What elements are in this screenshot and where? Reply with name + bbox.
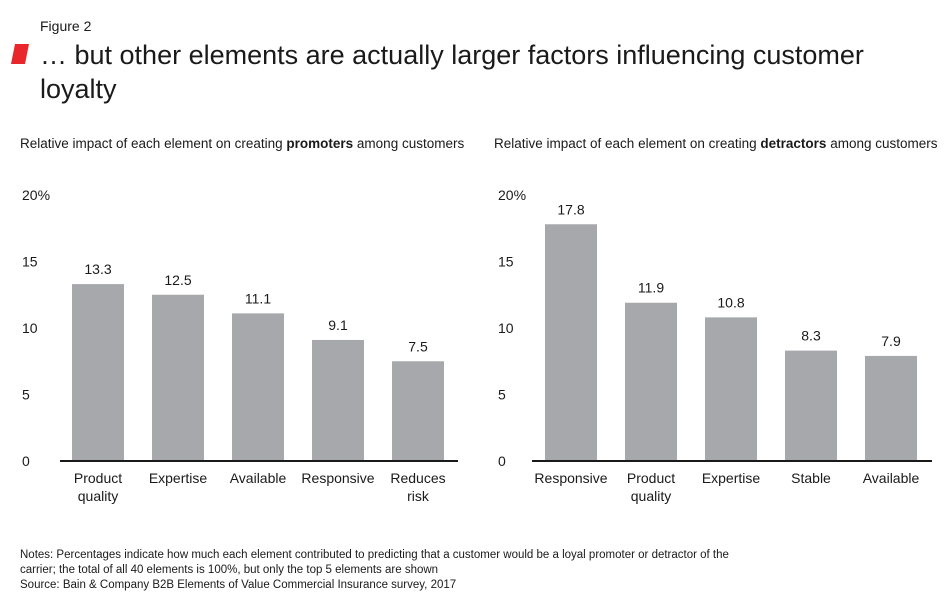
detractors-bar-chart: 0 5 10 15 20% 17.8 Responsive 11.9 Product qualit…	[498, 187, 932, 504]
x-tick-label: Reduces	[390, 470, 445, 486]
x-tick-label: Product	[74, 470, 122, 486]
y-tick-label: 5	[498, 387, 506, 403]
right-chart-subtitle: Relative impact of each element on creat…	[494, 136, 938, 151]
y-tick-label: 5	[22, 387, 30, 403]
bar	[865, 355, 917, 461]
bar	[232, 313, 284, 461]
bar-value-label: 9.1	[328, 317, 348, 333]
x-tick-label: Responsive	[534, 470, 607, 486]
notes-line-2: carrier; the total of all 40 elements is…	[20, 564, 439, 576]
bar-value-label: 7.5	[408, 338, 428, 354]
figure-label: Figure 2	[40, 18, 92, 34]
bar	[392, 361, 444, 461]
x-tick-label: Available	[230, 470, 287, 486]
y-tick-label: 0	[22, 453, 30, 469]
bar	[72, 284, 124, 461]
x-tick-label: Stable	[791, 470, 831, 486]
x-tick-label: Responsive	[301, 470, 374, 486]
bar	[152, 294, 204, 461]
bar-value-label: 7.9	[881, 333, 901, 349]
x-tick-label: Available	[863, 470, 920, 486]
y-tick-label: 0	[498, 453, 506, 469]
y-tick-label: 15	[22, 254, 38, 270]
x-tick-label: Expertise	[149, 470, 208, 486]
promoters-bar-chart: 0 5 10 15 20% 13.3 Product quality 12.5 Expertise…	[22, 187, 458, 504]
notes-block: Notes: Percentages indicate how much eac…	[20, 548, 920, 593]
bar	[545, 224, 597, 461]
y-tick-label: 20%	[22, 187, 50, 203]
bar	[312, 339, 364, 461]
x-tick-label: quality	[631, 488, 671, 504]
figure-title: … but other elements are actually larger…	[40, 40, 864, 104]
bar-value-label: 10.8	[717, 294, 744, 310]
bar	[625, 302, 677, 461]
bar-value-label: 11.9	[638, 280, 664, 296]
x-tick-label: quality	[78, 488, 118, 504]
x-tick-label: Expertise	[702, 470, 761, 486]
bar-value-label: 11.1	[245, 290, 271, 306]
bar	[705, 317, 757, 461]
left-chart-subtitle: Relative impact of each element on creat…	[20, 136, 465, 151]
y-tick-label: 15	[498, 254, 514, 270]
bar-value-label: 8.3	[801, 328, 821, 344]
source-line: Source: Bain & Company B2B Elements of V…	[20, 579, 457, 591]
notes-line-1: Notes: Percentages indicate how much eac…	[20, 549, 729, 561]
y-tick-label: 10	[22, 320, 38, 336]
bar-value-label: 12.5	[164, 272, 191, 288]
accent-mark-shape	[11, 44, 29, 64]
bar-value-label: 13.3	[84, 261, 111, 277]
accent-mark-icon	[11, 44, 29, 64]
y-tick-label: 20%	[498, 187, 526, 203]
x-tick-label: Product	[627, 470, 675, 486]
y-tick-label: 10	[498, 320, 514, 336]
x-tick-label: risk	[407, 488, 430, 504]
bar-value-label: 17.8	[557, 201, 584, 217]
bar	[785, 350, 837, 461]
